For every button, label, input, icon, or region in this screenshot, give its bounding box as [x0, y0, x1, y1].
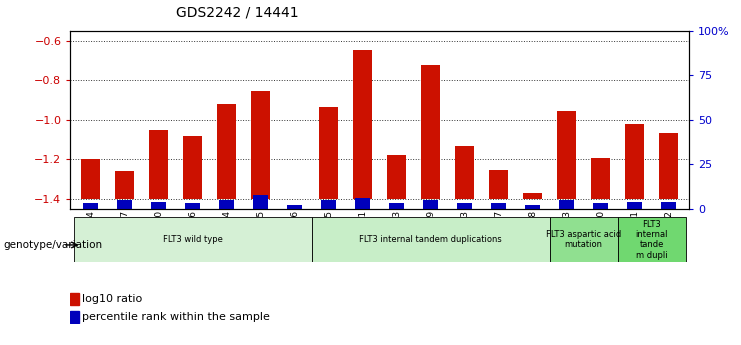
Bar: [388, 155, 406, 199]
Bar: [253, 195, 268, 209]
Bar: [319, 107, 338, 199]
Text: FLT3
internal
tande
m dupli: FLT3 internal tande m dupli: [636, 220, 668, 260]
Bar: [83, 204, 99, 209]
Bar: [627, 201, 642, 209]
Bar: [74, 217, 312, 262]
Bar: [525, 205, 540, 209]
Bar: [625, 124, 644, 199]
Bar: [117, 200, 133, 209]
Bar: [618, 217, 685, 262]
Bar: [217, 104, 236, 199]
Bar: [557, 111, 576, 199]
Bar: [151, 201, 167, 209]
Bar: [423, 200, 439, 209]
Bar: [591, 158, 610, 199]
Bar: [456, 146, 474, 199]
Text: FLT3 wild type: FLT3 wild type: [163, 235, 223, 244]
Bar: [150, 130, 168, 199]
Text: percentile rank within the sample: percentile rank within the sample: [82, 312, 270, 322]
Bar: [389, 204, 405, 209]
Bar: [82, 159, 100, 199]
Bar: [185, 204, 200, 209]
Text: genotype/variation: genotype/variation: [4, 240, 103, 250]
Bar: [661, 201, 677, 209]
Bar: [219, 200, 234, 209]
Bar: [559, 200, 574, 209]
Bar: [116, 171, 134, 199]
Bar: [422, 65, 440, 199]
Bar: [659, 133, 678, 199]
Bar: [312, 217, 550, 262]
Bar: [70, 293, 79, 305]
Bar: [550, 217, 618, 262]
Bar: [593, 204, 608, 209]
Bar: [353, 50, 372, 199]
Bar: [70, 310, 79, 323]
Bar: [457, 204, 473, 209]
Text: FLT3 internal tandem duplications: FLT3 internal tandem duplications: [359, 235, 502, 244]
Text: FLT3 aspartic acid
mutation: FLT3 aspartic acid mutation: [546, 230, 622, 249]
Bar: [287, 205, 302, 209]
Text: log10 ratio: log10 ratio: [82, 295, 142, 304]
Text: GDS2242 / 14441: GDS2242 / 14441: [176, 5, 299, 19]
Bar: [489, 170, 508, 199]
Bar: [251, 91, 270, 199]
Bar: [184, 136, 202, 199]
Bar: [321, 200, 336, 209]
Bar: [355, 198, 370, 209]
Bar: [523, 193, 542, 199]
Bar: [491, 204, 506, 209]
